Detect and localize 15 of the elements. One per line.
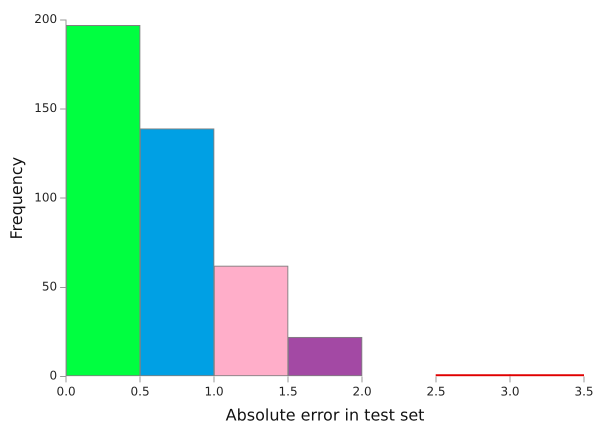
y-tick-label: 200	[34, 12, 58, 26]
y-tick-label: 50	[42, 279, 58, 294]
y-tick-label: 100	[34, 190, 58, 204]
y-tick-label: 150	[34, 101, 58, 116]
x-tick-label: 0.5	[130, 384, 150, 399]
x-tick-label: 0.0	[56, 384, 76, 399]
x-tick-label: 3.5	[574, 384, 594, 399]
x-tick-label: 1.0	[204, 384, 224, 399]
y-axis-title: Frequency	[6, 156, 26, 240]
x-tick-label: 3.0	[500, 384, 520, 399]
x-tick-label: 1.5	[278, 384, 298, 399]
x-tick-label: 2.0	[352, 384, 372, 399]
x-tick-label: 2.5	[426, 384, 446, 399]
x-axis-title: Absolute error in test set	[226, 406, 424, 425]
y-tick-label: 0	[49, 368, 58, 383]
